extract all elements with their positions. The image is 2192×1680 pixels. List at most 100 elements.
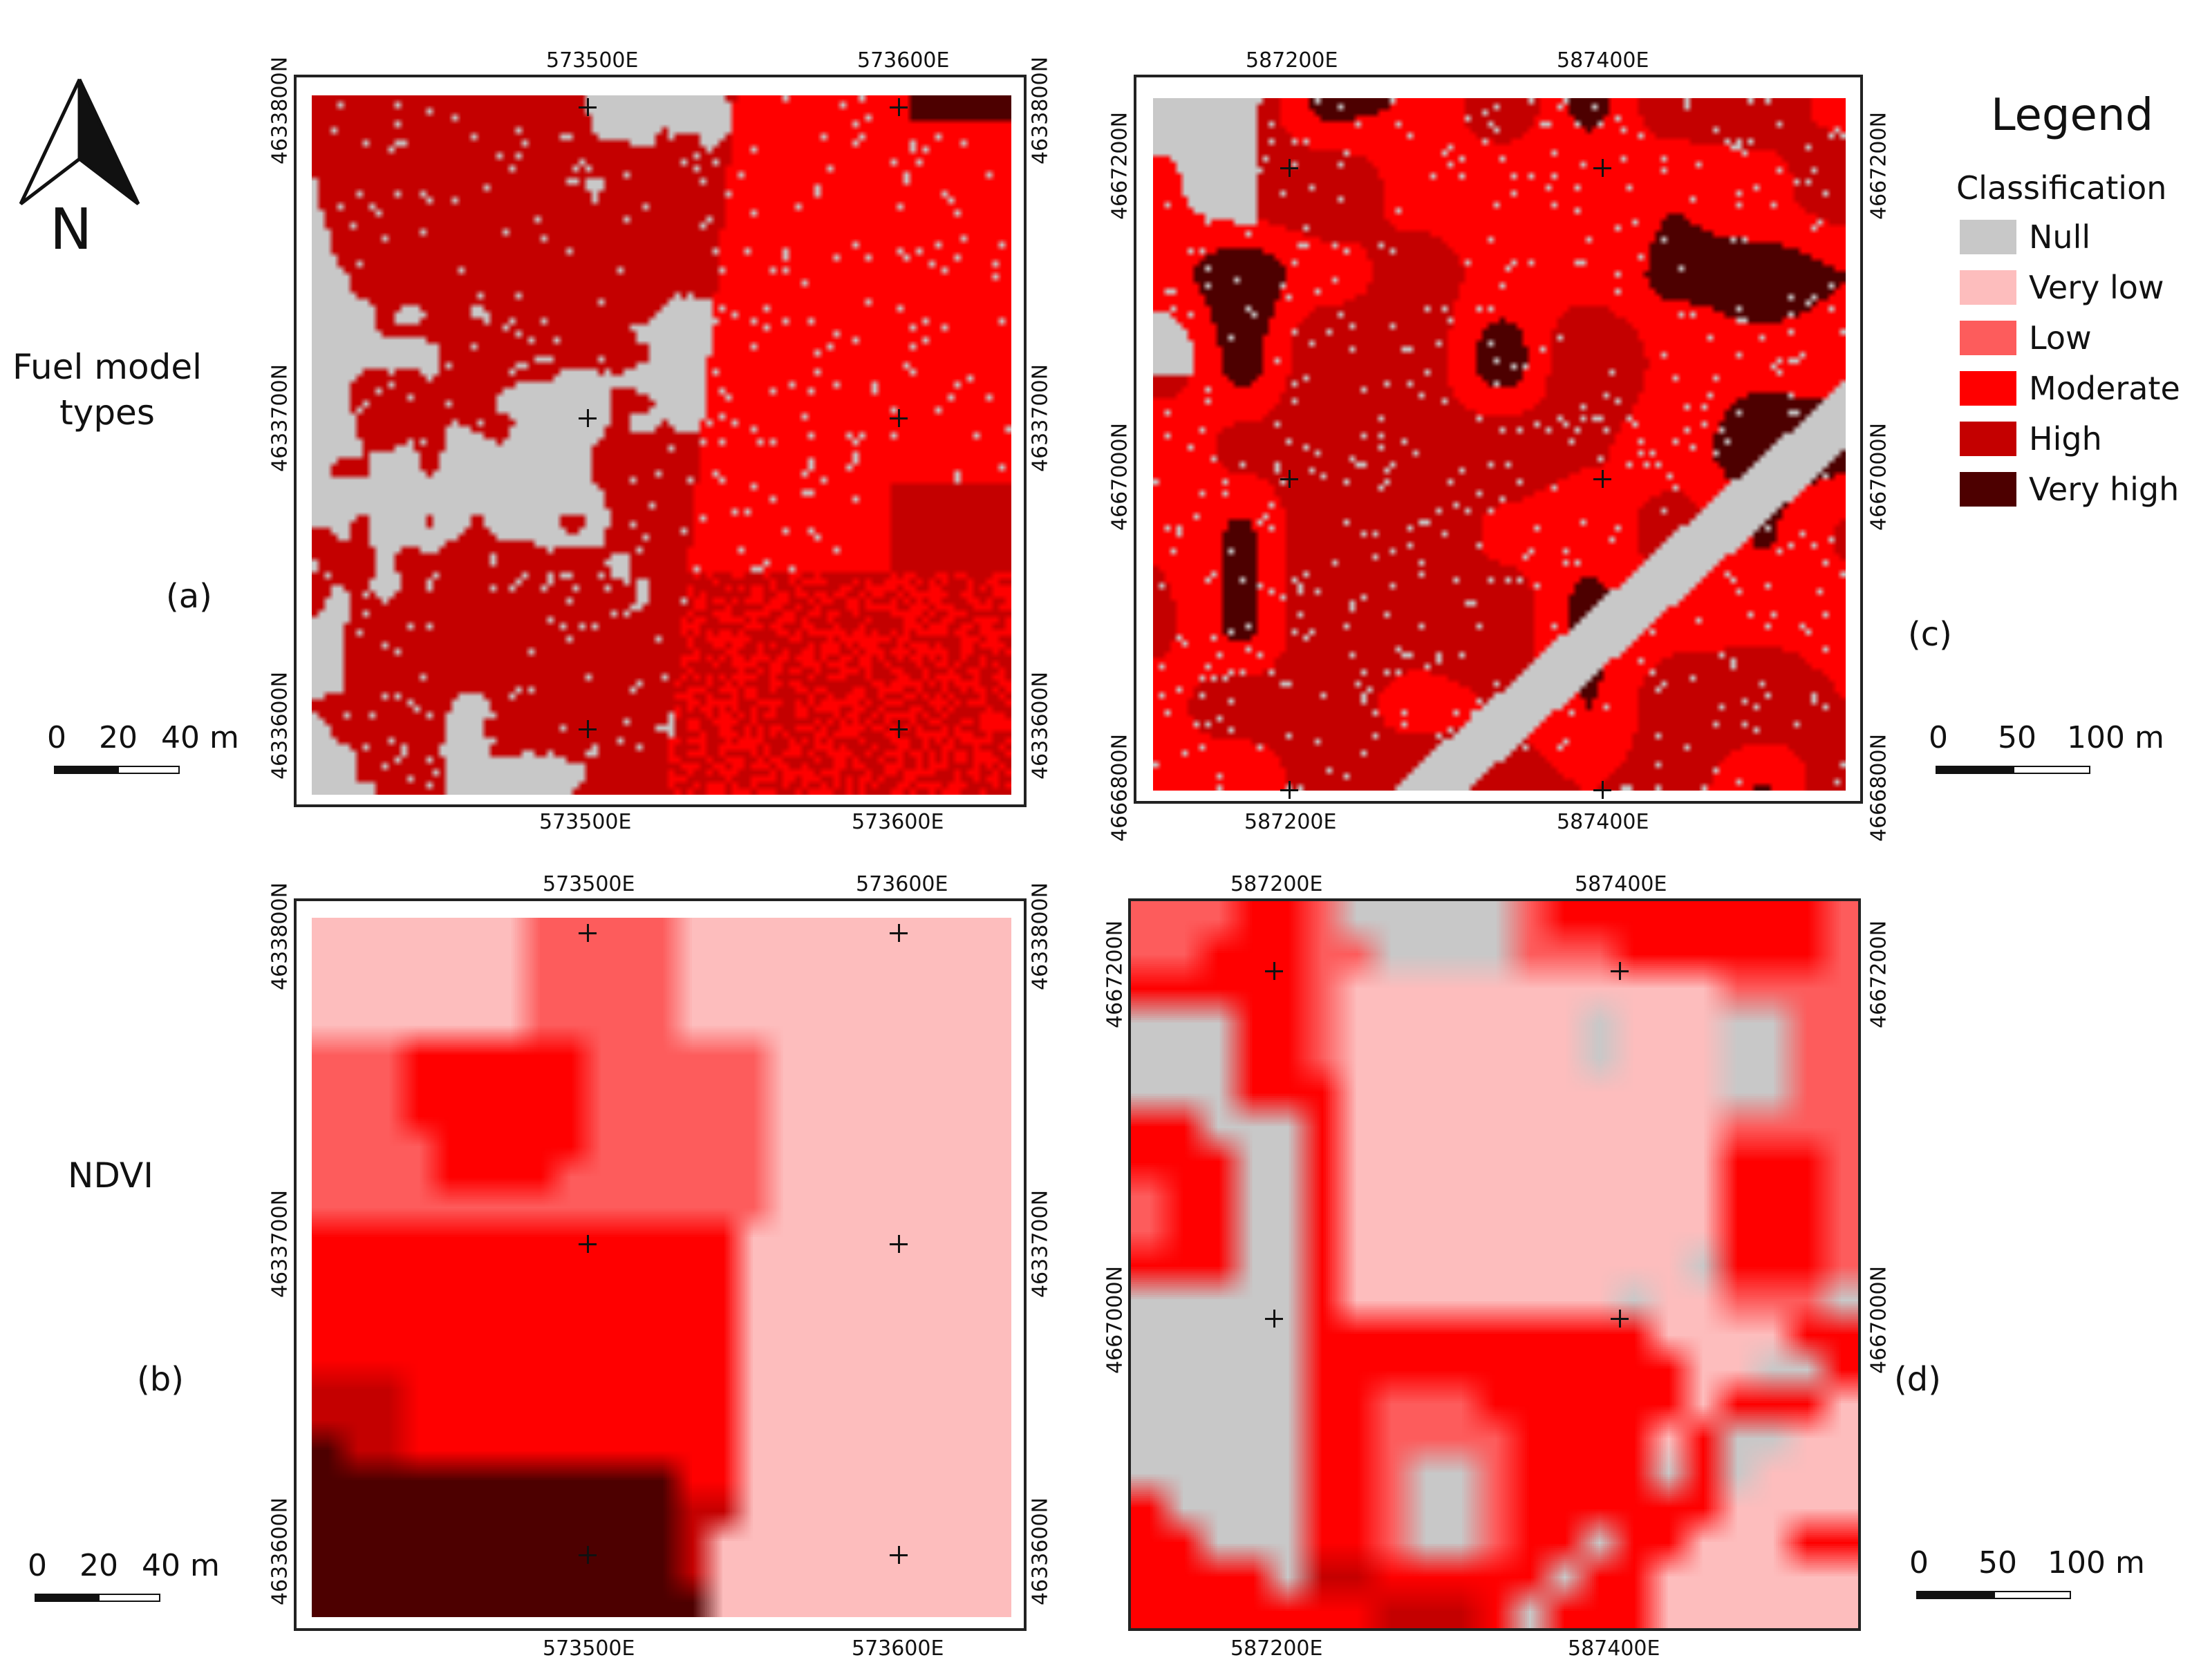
scale-label: 0 — [28, 1548, 47, 1583]
northing-left-label: 4667000N — [1107, 422, 1132, 531]
map-panel-b — [294, 898, 1027, 1631]
northing-right-label: 4667200N — [1866, 920, 1891, 1029]
graticule-cross-icon — [1280, 470, 1298, 488]
graticule-cross-icon — [890, 98, 908, 116]
legend-swatch — [1960, 220, 2016, 254]
northing-right-label: 4633600N — [1028, 671, 1053, 780]
panel-letter-b: (b) — [137, 1360, 184, 1399]
scale-label: 50 — [1978, 1545, 2017, 1580]
easting-bottom-label: 587400E — [1568, 1636, 1660, 1661]
northing-left-label: 4666800N — [1107, 733, 1132, 842]
easting-top-label: 573600E — [857, 48, 950, 73]
raster-ndvi-d — [1131, 901, 1858, 1628]
northing-left-label: 4633700N — [268, 364, 292, 473]
graticule-cross-icon — [1265, 1310, 1283, 1328]
northing-left-label: 4633600N — [268, 1497, 292, 1606]
scale-label: 40 m — [161, 720, 239, 755]
legend-label: Null — [2029, 218, 2091, 256]
graticule-cross-icon — [579, 409, 597, 427]
graticule-cross-icon — [579, 1235, 597, 1253]
scale-label: 40 m — [142, 1548, 220, 1583]
northing-right-label: 4666800N — [1866, 733, 1891, 842]
northing-left-label: 4633800N — [268, 882, 292, 991]
northing-left-label: 4667000N — [1103, 1265, 1127, 1375]
scalebar-top-left: 0 20 40 m — [47, 720, 239, 775]
legend-swatch — [1960, 472, 2016, 507]
legend-title: Legend — [1991, 90, 2154, 141]
northing-right-label: 4667200N — [1866, 111, 1891, 220]
graticule-cross-icon — [890, 720, 908, 738]
graticule-cross-icon — [1593, 470, 1611, 488]
graticule-cross-icon — [890, 1546, 908, 1564]
easting-top-label: 587200E — [1230, 872, 1323, 896]
easting-bottom-label: 573500E — [543, 1636, 635, 1661]
raster-ndvi-b — [312, 918, 1011, 1617]
graticule-cross-icon — [579, 720, 597, 738]
easting-bottom-label: 587400E — [1557, 810, 1649, 834]
easting-top-label: 587400E — [1557, 48, 1649, 73]
legend-label: High — [2029, 420, 2102, 457]
easting-top-label: 587200E — [1246, 48, 1338, 73]
easting-top-label: 573500E — [543, 872, 635, 896]
easting-bottom-label: 573500E — [539, 810, 632, 834]
panel-letter-d: (d) — [1894, 1360, 1941, 1399]
graticule-cross-icon — [579, 924, 597, 942]
graticule-cross-icon — [890, 409, 908, 427]
scale-label: 100 m — [2048, 1545, 2145, 1580]
northing-right-label: 4667000N — [1866, 1265, 1891, 1375]
graticule-cross-icon — [1280, 159, 1298, 177]
legend-label: Very high — [2029, 471, 2180, 508]
northing-right-label: 4633700N — [1028, 364, 1053, 473]
legend-swatch — [1960, 270, 2016, 305]
north-arrow-label: N — [50, 197, 93, 263]
raster-fuel-model-c — [1153, 98, 1846, 791]
graticule-cross-icon — [1611, 1310, 1629, 1328]
scale-label: 100 m — [2067, 720, 2164, 755]
easting-top-label: 573500E — [546, 48, 639, 73]
legend-label: Low — [2029, 319, 2092, 357]
northing-left-label: 4633800N — [268, 56, 292, 165]
graticule-cross-icon — [1265, 962, 1283, 980]
scalebar-top-right: 0 50 100 m — [1929, 720, 2164, 775]
graticule-cross-icon — [1593, 781, 1611, 799]
legend-subtitle: Classification — [1956, 169, 2167, 207]
scale-label: 0 — [1909, 1545, 1929, 1580]
scalebar-bottom-left: 0 20 40 m — [28, 1548, 220, 1603]
map-panel-a — [294, 75, 1027, 807]
easting-top-label: 573600E — [856, 872, 948, 896]
northing-right-label: 4633800N — [1028, 56, 1053, 165]
scale-label: 20 — [99, 720, 138, 755]
legend-label: Very low — [2029, 269, 2164, 306]
panel-letter-c: (c) — [1908, 615, 1952, 654]
panel-letter-a: (a) — [166, 577, 212, 616]
graticule-cross-icon — [890, 924, 908, 942]
scale-label: 0 — [47, 720, 66, 755]
legend-label: Moderate — [2029, 370, 2180, 407]
graticule-cross-icon — [890, 1235, 908, 1253]
northing-right-label: 4633800N — [1028, 882, 1053, 991]
graticule-cross-icon — [579, 98, 597, 116]
legend-swatch — [1960, 422, 2016, 456]
northing-right-label: 4633700N — [1028, 1189, 1053, 1299]
scale-label: 20 — [79, 1548, 118, 1583]
scalebar-bottom-right: 0 50 100 m — [1909, 1545, 2145, 1601]
easting-bottom-label: 587200E — [1244, 810, 1337, 834]
northing-left-label: 4667200N — [1103, 920, 1127, 1029]
northing-right-label: 4633600N — [1028, 1497, 1053, 1606]
graticule-cross-icon — [1611, 962, 1629, 980]
easting-top-label: 587400E — [1575, 872, 1667, 896]
north-arrow-icon — [19, 78, 140, 205]
map-panel-d — [1128, 898, 1861, 1631]
legend-swatch — [1960, 321, 2016, 355]
northing-left-label: 4633600N — [268, 671, 292, 780]
easting-bottom-label: 573600E — [852, 1636, 944, 1661]
scale-label: 50 — [1998, 720, 2036, 755]
easting-bottom-label: 573600E — [852, 810, 944, 834]
scale-label: 0 — [1929, 720, 1948, 755]
row-label-ndvi: NDVI — [68, 1155, 153, 1196]
easting-bottom-label: 587200E — [1230, 1636, 1323, 1661]
map-panel-c — [1134, 75, 1863, 804]
row-label-fuel-model: Fuel model types — [12, 347, 202, 433]
graticule-cross-icon — [579, 1546, 597, 1564]
northing-right-label: 4667000N — [1866, 422, 1891, 531]
